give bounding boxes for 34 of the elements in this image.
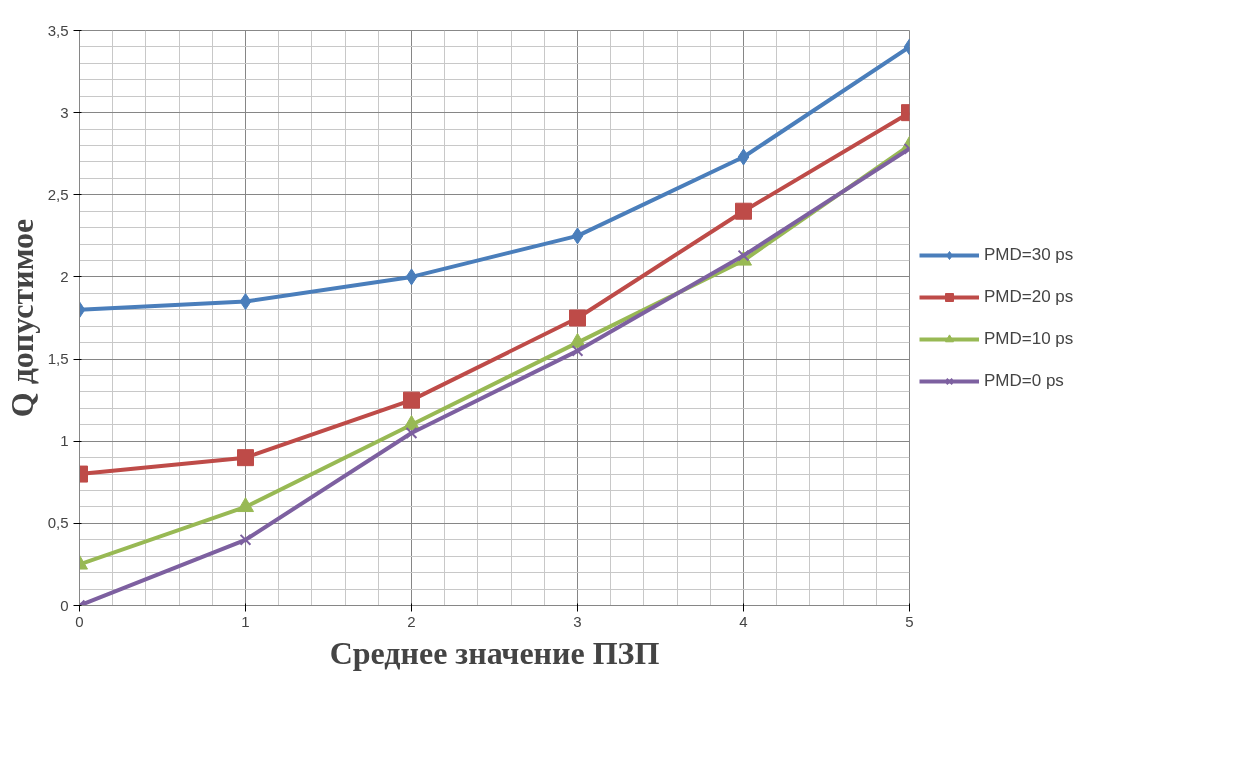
x-tick-label: 5 [905,612,914,630]
point [239,293,252,311]
legend-label: PMD=20 ps [984,286,1074,307]
point [405,268,418,286]
y-tick-label: 3,5 [47,21,69,39]
y-tick-label: 2,5 [47,185,69,203]
legend-label: PMD=30 ps [984,244,1074,265]
point [571,227,584,245]
point [403,415,420,430]
y-tick-label: 1,5 [47,350,69,368]
y-tick-label: 0 [60,596,69,614]
y-tick-label: 3 [60,103,69,121]
point [737,148,750,166]
x-tick-label: 0 [75,612,84,630]
point [403,391,420,409]
point [737,249,750,262]
point [405,427,418,439]
y-tick-label: 1 [60,432,69,450]
x-tick-label: 4 [739,612,748,630]
point [569,309,586,327]
y-tick-label: 0,5 [47,514,69,532]
point [237,497,254,513]
y-tick-label: 2 [60,267,69,285]
y-axis-title: Q допустимое [3,218,40,418]
point [237,449,254,467]
point [571,344,584,357]
x-tick-label: 2 [407,612,416,630]
x-axis-title: Среднее значение ПЗП [329,634,660,671]
x-tick-label: 3 [573,612,582,630]
legend-label: PMD=0 ps [984,370,1064,391]
point [239,533,252,546]
legend-label: PMD=10 ps [984,328,1074,349]
point [735,202,752,220]
x-tick-label: 1 [241,612,250,630]
